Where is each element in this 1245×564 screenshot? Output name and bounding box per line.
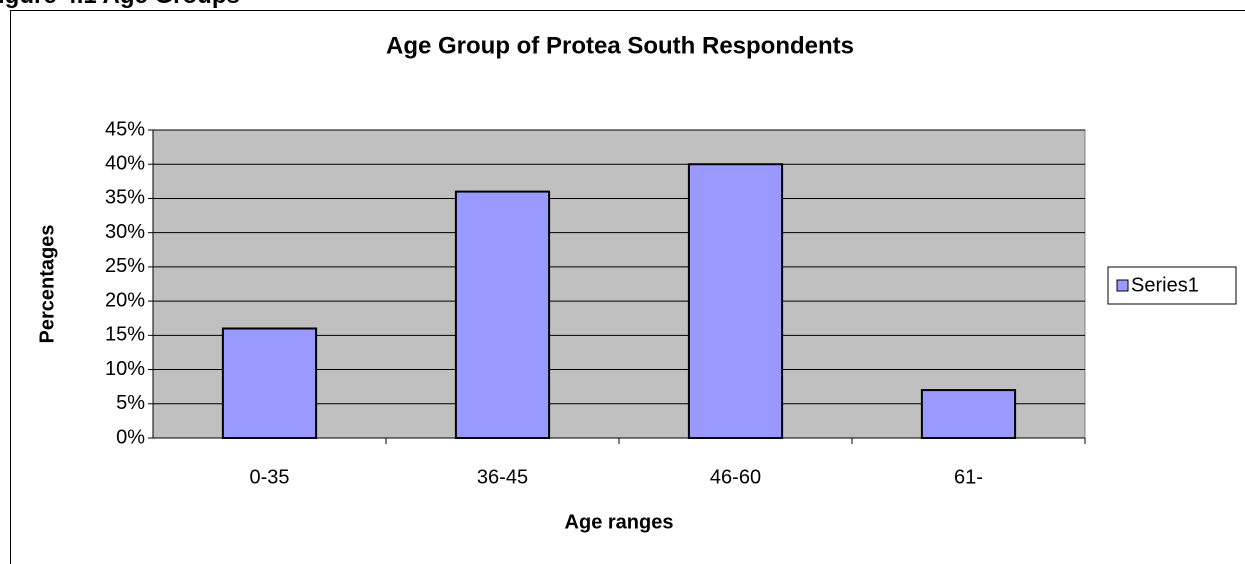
x-tick-label: 36-45 <box>477 466 528 488</box>
y-tick-label: 40% <box>105 153 145 175</box>
y-tick-label: 20% <box>105 289 145 311</box>
legend-swatch <box>1116 279 1129 292</box>
x-tick-label: 61- <box>954 466 983 488</box>
y-tick-label: 25% <box>105 255 145 277</box>
y-tick-label: 15% <box>105 324 145 346</box>
x-tick-label: 0-35 <box>249 466 289 488</box>
bar <box>454 190 551 439</box>
x-tick-label: 46-60 <box>710 466 761 488</box>
y-tick-label: 5% <box>116 392 145 414</box>
legend-label: Series1 <box>1131 274 1199 296</box>
bar <box>920 389 1017 440</box>
y-tick-label: 0% <box>116 426 145 448</box>
y-tick-label: 45% <box>105 118 145 140</box>
y-axis-label: Percentages <box>36 225 58 344</box>
y-tick-label: 10% <box>105 358 145 380</box>
x-axis-label: Age ranges <box>565 511 674 533</box>
figure-caption: igure 4.1 Age Groups <box>0 0 240 9</box>
y-tick-label: 30% <box>105 221 145 243</box>
legend-box <box>1107 266 1237 305</box>
bar <box>687 163 784 439</box>
y-tick-label: 35% <box>105 187 145 209</box>
bar <box>221 327 318 439</box>
chart-title: Age Group of Protea South Respondents <box>386 32 854 59</box>
